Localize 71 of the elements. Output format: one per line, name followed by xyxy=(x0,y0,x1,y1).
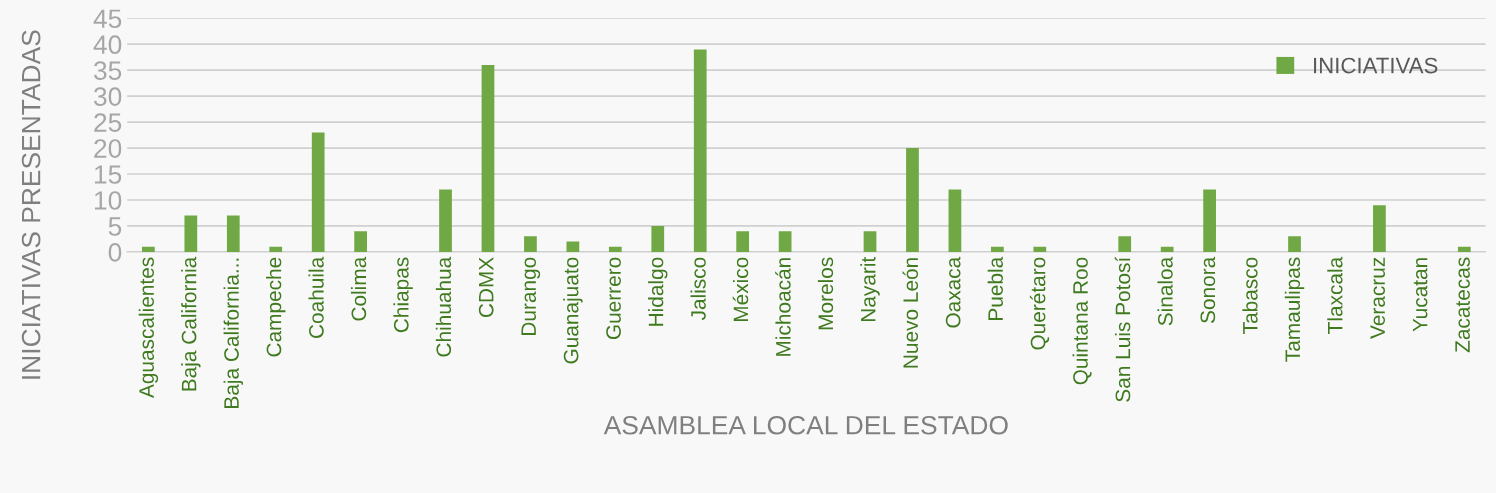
x-tick-label: Zacatecas xyxy=(1455,257,1470,353)
x-tick-label: Campeche xyxy=(266,257,286,357)
x-tick-label: Puebla xyxy=(987,256,1003,320)
y-axis-title: INICIATIVAS PRESENTADAS xyxy=(21,30,41,379)
y-tick-label: 10 xyxy=(94,191,122,210)
bar xyxy=(184,215,198,252)
x-tick-label: Tlaxcala xyxy=(1327,256,1343,334)
bar xyxy=(1288,236,1301,252)
bar xyxy=(736,231,750,252)
x-tick-label: Morelos xyxy=(817,257,834,330)
x-tick-label: Quintana Roo xyxy=(1072,257,1092,385)
bar xyxy=(1160,246,1174,252)
bar xyxy=(269,246,283,252)
x-tick-label: Nayarit xyxy=(860,256,880,322)
x-tick-label: Tabasco xyxy=(1242,257,1258,334)
x-tick-label: Sinaloa xyxy=(1157,256,1173,326)
bar xyxy=(1373,205,1386,252)
x-tick-label: Sonora xyxy=(1200,256,1216,324)
bar xyxy=(311,132,325,252)
x-tick-label: Oaxaca xyxy=(945,256,961,328)
bar xyxy=(354,231,367,252)
x-tick-label: Guerrero xyxy=(606,257,621,340)
bar xyxy=(1118,236,1132,252)
x-tick-label: México xyxy=(732,257,749,322)
x-tick-label: Chihuahua xyxy=(435,256,452,357)
bar xyxy=(608,246,622,252)
x-tick-label: Nuevo León xyxy=(902,258,919,368)
legend-label: INICIATIVAS xyxy=(1314,57,1438,74)
bar xyxy=(566,241,580,252)
bar xyxy=(142,246,155,252)
bar xyxy=(651,225,665,252)
bar xyxy=(991,246,1004,252)
x-axis-title: ASAMBLEA LOCAL DEL ESTADO xyxy=(603,415,1008,435)
bar xyxy=(1203,189,1216,252)
y-tick-label: 40 xyxy=(93,35,122,55)
x-tick-label: CDMX xyxy=(478,257,494,318)
x-tick-label: Coahuila xyxy=(308,256,324,338)
x-tick-label: Aguascalientes xyxy=(138,257,159,399)
y-tick-label: 15 xyxy=(94,165,122,184)
y-tick-label: 25 xyxy=(94,113,122,132)
x-tick-label: Jalisco xyxy=(690,257,706,321)
y-tick-label: 0 xyxy=(108,243,122,262)
y-tick-label: 20 xyxy=(94,139,122,158)
x-tick-label: Chiapas xyxy=(393,257,413,333)
bar xyxy=(1033,246,1047,252)
x-tick-label: Veracruz xyxy=(1370,257,1385,339)
x-tick-label: Baja California xyxy=(181,256,201,391)
bar xyxy=(524,236,537,252)
x-tick-label: Guanajuato xyxy=(563,257,583,364)
x-tick-label: Tamaulipas xyxy=(1284,257,1305,362)
x-tick-label: Baja California... xyxy=(223,258,243,408)
x-tick-label: Hidalgo xyxy=(648,257,668,326)
x-tick-label: Durango xyxy=(521,257,541,335)
x-tick-label: Querétaro xyxy=(1029,257,1050,350)
bar xyxy=(863,231,877,252)
x-tick-label: San Luis Potosí xyxy=(1114,256,1131,402)
x-tick-label: Colima xyxy=(350,256,367,321)
y-tick-label: 30 xyxy=(93,87,122,106)
bar xyxy=(948,189,962,252)
bar xyxy=(481,64,495,252)
x-tick-label: Yucatan xyxy=(1412,258,1428,332)
bar xyxy=(1457,246,1471,252)
bar xyxy=(226,215,240,252)
y-tick-label: 45 xyxy=(93,9,122,29)
y-tick-label: 35 xyxy=(93,61,122,80)
x-tick-label: Michoacán xyxy=(775,258,791,356)
bar xyxy=(906,148,919,252)
y-tick-label: 5 xyxy=(108,217,122,236)
bar xyxy=(439,189,452,252)
bar xyxy=(778,231,792,252)
bar xyxy=(693,49,707,252)
